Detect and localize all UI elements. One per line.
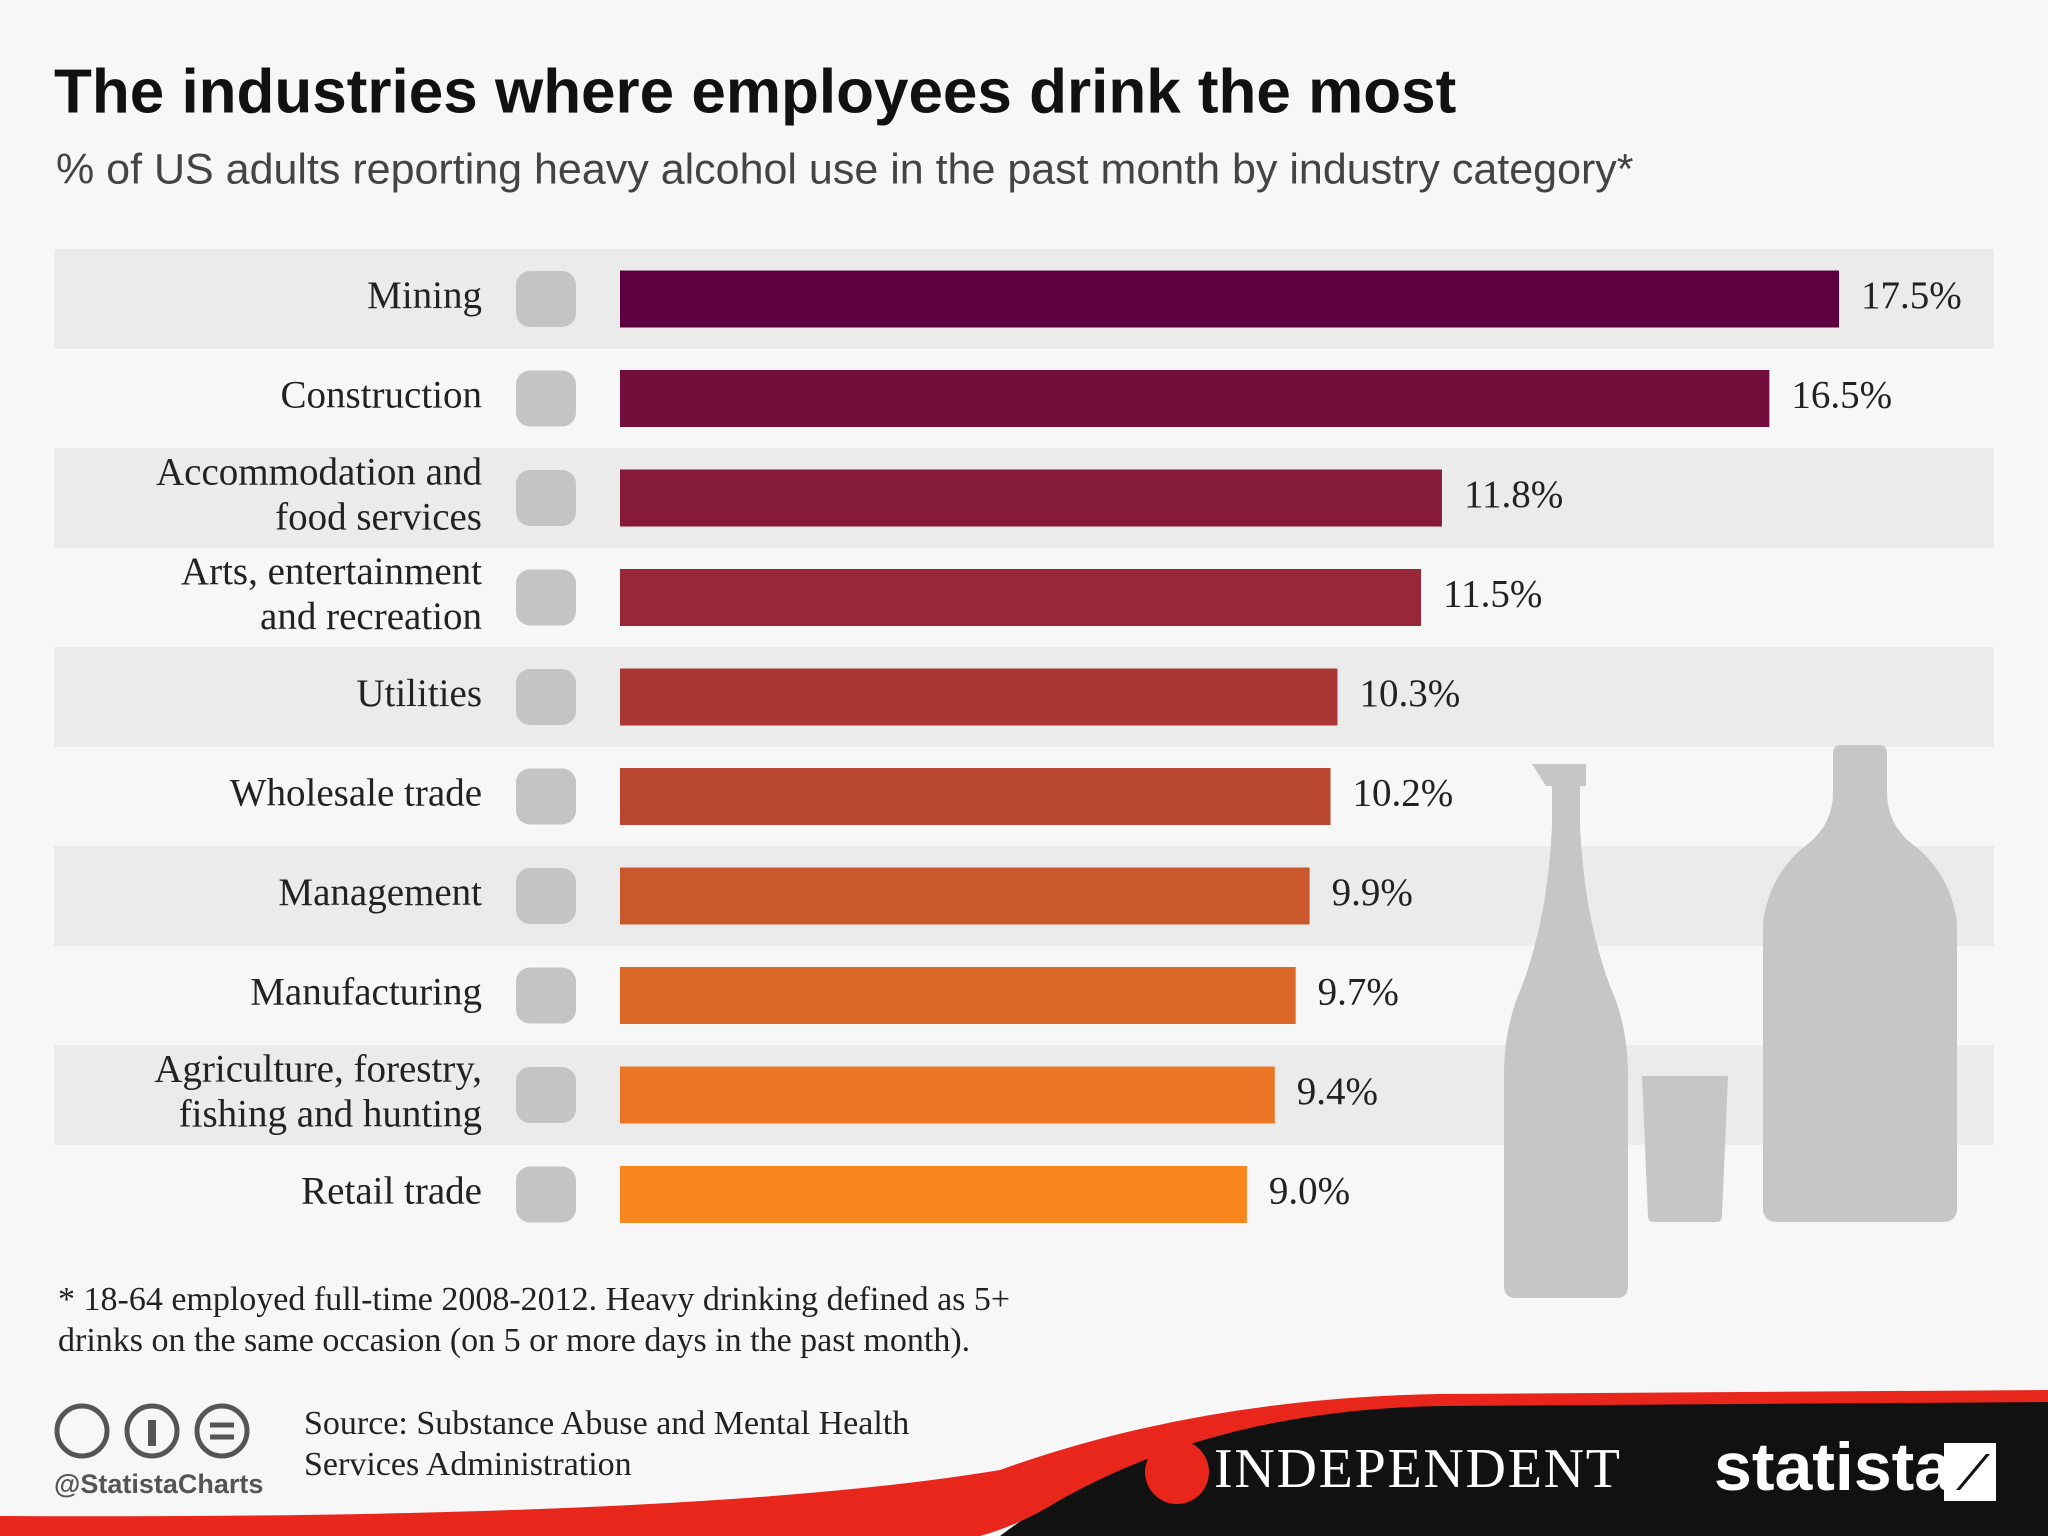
category-label: food services xyxy=(275,495,482,538)
publisher-logo-mark xyxy=(1944,1443,1996,1501)
publisher-logo: statista xyxy=(1714,1429,1953,1505)
bar xyxy=(620,469,1442,527)
chart-subtitle: % of US adults reporting heavy alcohol u… xyxy=(56,145,1634,193)
category-label: Construction xyxy=(281,373,483,416)
footer-swoosh xyxy=(0,1390,2048,1536)
value-label: 16.5% xyxy=(1791,373,1892,416)
value-label: 17.5% xyxy=(1861,274,1962,317)
category-label: Mining xyxy=(367,274,482,317)
rows: Mining 17.5% Construction 16.5% Accommodatio… xyxy=(154,270,1962,1223)
source: Services Administration xyxy=(304,1446,632,1483)
source: Source: Substance Abuse and Mental Healt… xyxy=(304,1405,909,1442)
value-label: 11.8% xyxy=(1464,473,1563,516)
partner-logo: INDEPENDENT xyxy=(1214,1438,1620,1500)
beer-bottle xyxy=(1504,764,1628,1298)
icon xyxy=(516,768,576,825)
footer-band xyxy=(1000,1392,2048,1536)
bar xyxy=(620,370,1770,427)
icon xyxy=(516,271,576,327)
footnote: * 18-64 employed full-time 2008-2012. He… xyxy=(58,1281,1010,1318)
category-label: Utilities xyxy=(356,672,482,715)
category-label: Management xyxy=(278,871,482,914)
value-label: 9.0% xyxy=(1269,1169,1350,1212)
bar xyxy=(620,1066,1275,1124)
category-label: fishing and hunting xyxy=(179,1092,482,1135)
chart-title: The industries where employees drink the… xyxy=(54,57,1456,126)
bar xyxy=(620,1166,1247,1223)
icon xyxy=(516,470,576,526)
credit: @StatistaCharts xyxy=(54,1469,263,1499)
icon xyxy=(516,1166,576,1223)
bar xyxy=(620,270,1839,328)
footnote: drinks on the same occasion (on 5 or mor… xyxy=(58,1322,970,1359)
cc-icons xyxy=(54,1403,250,1459)
category-label: Arts, entertainment xyxy=(181,550,482,593)
icon xyxy=(516,967,576,1024)
value-label: 9.4% xyxy=(1297,1070,1378,1113)
icon xyxy=(516,868,576,924)
value-label: 10.3% xyxy=(1359,672,1460,715)
partner-logo-mark xyxy=(1145,1440,1209,1504)
bar xyxy=(620,569,1422,626)
value-label: 9.7% xyxy=(1318,970,1399,1013)
category-label: Wholesale trade xyxy=(230,771,482,814)
by-icon xyxy=(124,1403,180,1459)
icon xyxy=(516,569,576,626)
category-label: Agriculture, forestry, xyxy=(154,1047,482,1090)
category-label: Retail trade xyxy=(301,1169,482,1212)
icon xyxy=(516,1067,576,1123)
icon xyxy=(516,669,576,725)
nd-icon xyxy=(194,1403,250,1459)
bar xyxy=(620,668,1338,726)
bottles xyxy=(1504,745,1957,1298)
category-label: Manufacturing xyxy=(250,970,482,1013)
value-label: 10.2% xyxy=(1353,771,1454,814)
bar xyxy=(620,768,1331,825)
category-label: Accommodation and xyxy=(156,450,482,493)
bar xyxy=(620,867,1310,925)
value-label: 11.5% xyxy=(1443,572,1542,615)
cc-icon xyxy=(54,1403,110,1459)
bar xyxy=(620,967,1296,1024)
category-label: and recreation xyxy=(260,595,482,638)
bottle xyxy=(1763,745,1957,1222)
value-label: 9.9% xyxy=(1332,871,1413,914)
glass xyxy=(1642,1076,1728,1222)
icon xyxy=(516,370,576,427)
